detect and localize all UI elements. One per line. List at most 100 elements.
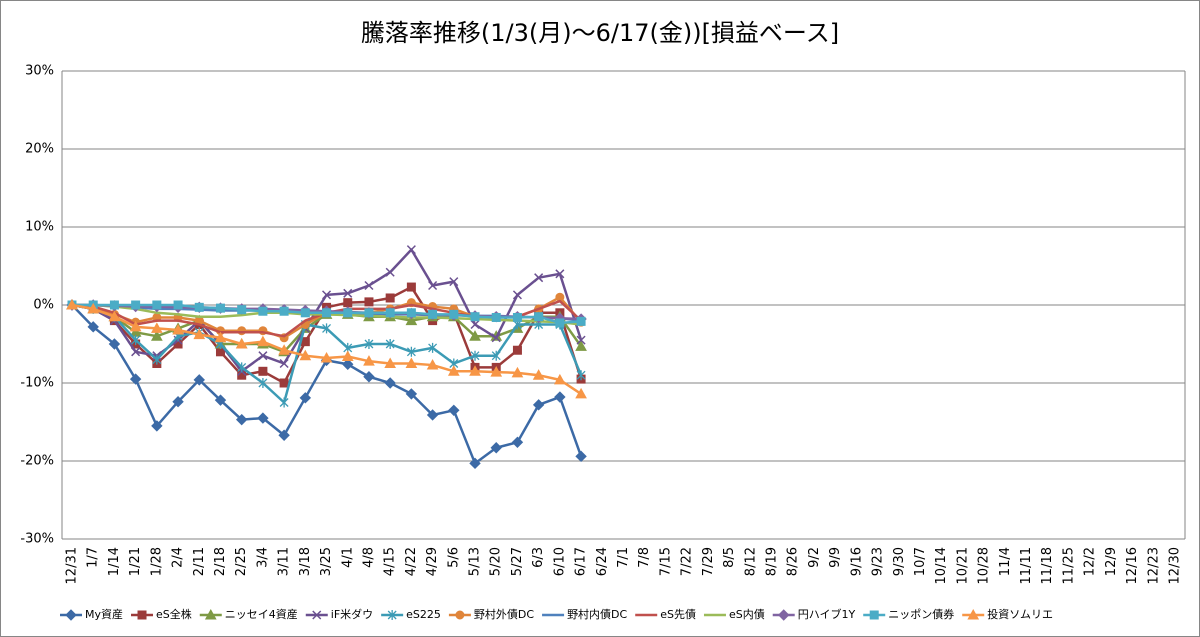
x-tick-label: 8/5: [722, 547, 737, 568]
marker: [491, 350, 501, 361]
marker: [108, 310, 121, 322]
legend-label: iF米ダウ: [331, 607, 373, 621]
y-tick-label: 20%: [25, 142, 54, 157]
marker: [172, 323, 184, 335]
legend-label: ニッセイ4資産: [225, 608, 298, 621]
legend-label: eS内債: [729, 607, 765, 621]
x-tick-label: 10/7: [913, 547, 928, 576]
legend-item: ニッポン債券: [863, 607, 954, 621]
legend-item: ニッセイ4資産: [199, 608, 298, 621]
x-tick-label: 12/23: [1146, 547, 1161, 584]
x-tick-label: 4/22: [404, 547, 419, 576]
marker: [65, 609, 77, 621]
marker: [173, 300, 183, 310]
marker: [405, 357, 418, 368]
marker: [299, 349, 312, 361]
marker: [428, 342, 438, 353]
marker: [469, 330, 481, 341]
marker: [869, 610, 879, 620]
marker: [214, 394, 227, 406]
marker: [449, 277, 459, 287]
legend-item: 野村外債DC: [448, 607, 534, 621]
marker: [406, 245, 416, 255]
marker: [428, 280, 438, 291]
marker: [342, 358, 354, 370]
marker: [108, 338, 121, 350]
marker: [385, 293, 395, 303]
marker: [258, 306, 268, 316]
legend-item: iF米ダウ: [305, 607, 373, 621]
marker: [406, 308, 416, 318]
marker: [150, 322, 163, 333]
marker: [341, 350, 354, 361]
marker: [778, 609, 790, 621]
marker: [343, 288, 353, 298]
marker: [322, 290, 332, 300]
x-tick-label: 12/9: [1104, 547, 1119, 576]
marker: [363, 355, 375, 366]
x-tick-label: 5/27: [510, 547, 525, 576]
y-tick-label: 30%: [25, 64, 54, 79]
legend-label: eS先債: [660, 607, 696, 621]
marker: [554, 373, 566, 385]
x-tick-label: 5/6: [446, 547, 461, 568]
x-tick-label: 3/25: [319, 547, 334, 576]
legend-label: 円ハイブ1Y: [798, 607, 856, 621]
x-tick-label: 6/24: [595, 547, 610, 576]
x-tick-label: 5/20: [489, 547, 504, 576]
legend-label: 投資ソムリエ: [987, 607, 1053, 621]
x-tick-label: 9/30: [892, 547, 907, 576]
x-tick-label: 7/15: [658, 547, 673, 576]
x-tick-label: 9/23: [871, 547, 886, 576]
marker: [150, 330, 163, 341]
x-tick-label: 7/29: [701, 547, 716, 576]
x-tick-label: 8/19: [764, 547, 779, 576]
legend-item: My資産: [60, 608, 123, 621]
marker: [215, 303, 225, 313]
marker: [109, 300, 119, 310]
marker: [278, 344, 290, 355]
x-tick-label: 2/25: [234, 547, 249, 576]
marker: [387, 610, 397, 620]
x-tick-label: 1/28: [149, 547, 164, 576]
x-tick-label: 2/4: [171, 547, 186, 568]
legend-item: eS225: [381, 608, 441, 621]
marker: [204, 608, 217, 620]
legend-label: 野村外債DC: [474, 607, 534, 621]
chart-title: 騰落率推移(1/3(月)～6/17(金))[損益ベース]: [361, 19, 839, 47]
marker: [364, 308, 374, 318]
x-tick-label: 4/1: [340, 547, 355, 568]
marker: [555, 269, 565, 279]
x-tick-label: 11/4: [998, 547, 1013, 576]
marker: [385, 267, 395, 277]
x-tick-label: 2/18: [213, 547, 228, 576]
marker: [512, 345, 522, 355]
marker: [343, 298, 353, 308]
marker: [322, 308, 332, 318]
marker: [405, 388, 418, 400]
marker: [312, 610, 322, 620]
marker: [511, 436, 524, 448]
x-tick-label: 3/11: [277, 547, 292, 576]
legend-label: ニッポン債券: [888, 607, 954, 621]
legend-item: 円ハイブ1Y: [772, 607, 856, 621]
x-tick-label: 7/22: [680, 547, 695, 576]
marker: [469, 457, 481, 470]
marker: [279, 358, 289, 369]
marker: [300, 308, 310, 318]
marker: [258, 366, 268, 376]
marker: [534, 273, 544, 283]
marker: [364, 339, 374, 349]
marker: [299, 392, 312, 404]
marker: [405, 314, 418, 326]
legend-label: My資産: [85, 608, 123, 621]
marker: [235, 413, 248, 426]
marker: [66, 298, 78, 310]
x-tick-label: 6/3: [531, 547, 546, 568]
marker: [448, 404, 460, 417]
marker: [364, 280, 374, 291]
marker: [279, 378, 289, 388]
marker: [320, 352, 333, 363]
x-tick-label: 1/7: [86, 547, 101, 568]
